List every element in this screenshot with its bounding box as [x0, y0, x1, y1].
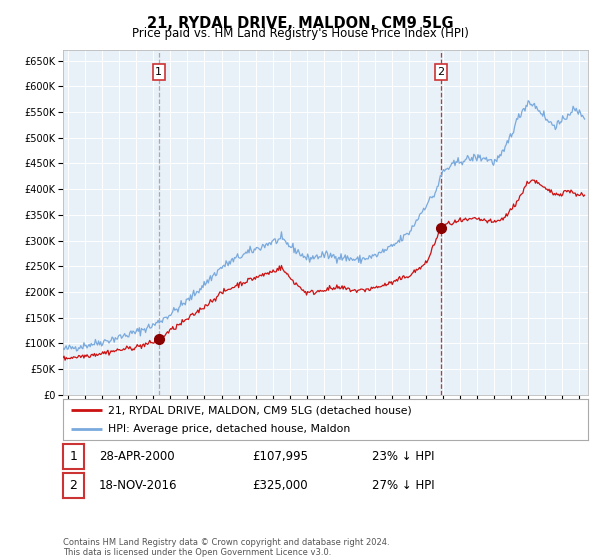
Text: 21, RYDAL DRIVE, MALDON, CM9 5LG (detached house): 21, RYDAL DRIVE, MALDON, CM9 5LG (detach… — [107, 405, 412, 415]
Text: 28-APR-2000: 28-APR-2000 — [99, 450, 175, 463]
Text: Price paid vs. HM Land Registry's House Price Index (HPI): Price paid vs. HM Land Registry's House … — [131, 27, 469, 40]
Text: 2: 2 — [70, 479, 77, 492]
Text: £107,995: £107,995 — [252, 450, 308, 463]
Text: Contains HM Land Registry data © Crown copyright and database right 2024.
This d: Contains HM Land Registry data © Crown c… — [63, 538, 389, 557]
Text: 1: 1 — [155, 67, 162, 77]
Text: £325,000: £325,000 — [252, 479, 308, 492]
Text: 2: 2 — [437, 67, 445, 77]
Text: 18-NOV-2016: 18-NOV-2016 — [99, 479, 178, 492]
Text: 27% ↓ HPI: 27% ↓ HPI — [372, 479, 434, 492]
Text: 23% ↓ HPI: 23% ↓ HPI — [372, 450, 434, 463]
Text: 21, RYDAL DRIVE, MALDON, CM9 5LG: 21, RYDAL DRIVE, MALDON, CM9 5LG — [146, 16, 454, 31]
Text: HPI: Average price, detached house, Maldon: HPI: Average price, detached house, Mald… — [107, 424, 350, 433]
Text: 1: 1 — [70, 450, 77, 463]
